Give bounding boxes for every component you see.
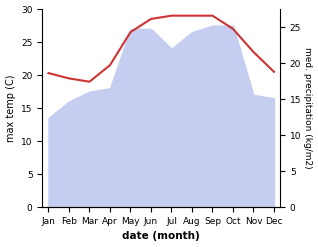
Y-axis label: max temp (C): max temp (C) xyxy=(5,74,16,142)
X-axis label: date (month): date (month) xyxy=(122,231,200,242)
Y-axis label: med. precipitation (kg/m2): med. precipitation (kg/m2) xyxy=(303,47,313,169)
